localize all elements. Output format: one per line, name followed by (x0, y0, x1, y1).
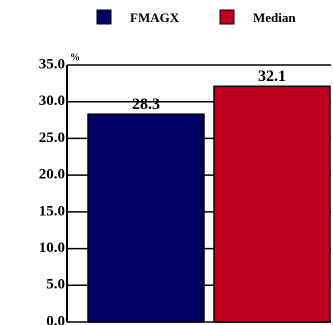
y-tick-label: 20.0 (39, 167, 65, 183)
y-tick-label: 15.0 (39, 203, 65, 219)
y-tick-label: 10.0 (39, 240, 65, 256)
legend-label: FMAGX (130, 10, 180, 25)
y-tick-label: 5.0 (46, 277, 65, 293)
legend-swatch (219, 9, 235, 25)
data-label: 28.3 (132, 96, 160, 113)
legend-label: Median (253, 10, 296, 25)
y-tick-label: 25.0 (39, 130, 65, 146)
data-label: 32.1 (258, 68, 286, 85)
bar (213, 85, 331, 323)
bar (87, 113, 205, 323)
y-unit: % (70, 52, 80, 63)
y-tick-label: 35.0 (39, 56, 65, 72)
y-tick-label: 30.0 (39, 93, 65, 109)
y-tick-label: 0.0 (46, 313, 65, 325)
legend-swatch (96, 9, 112, 25)
